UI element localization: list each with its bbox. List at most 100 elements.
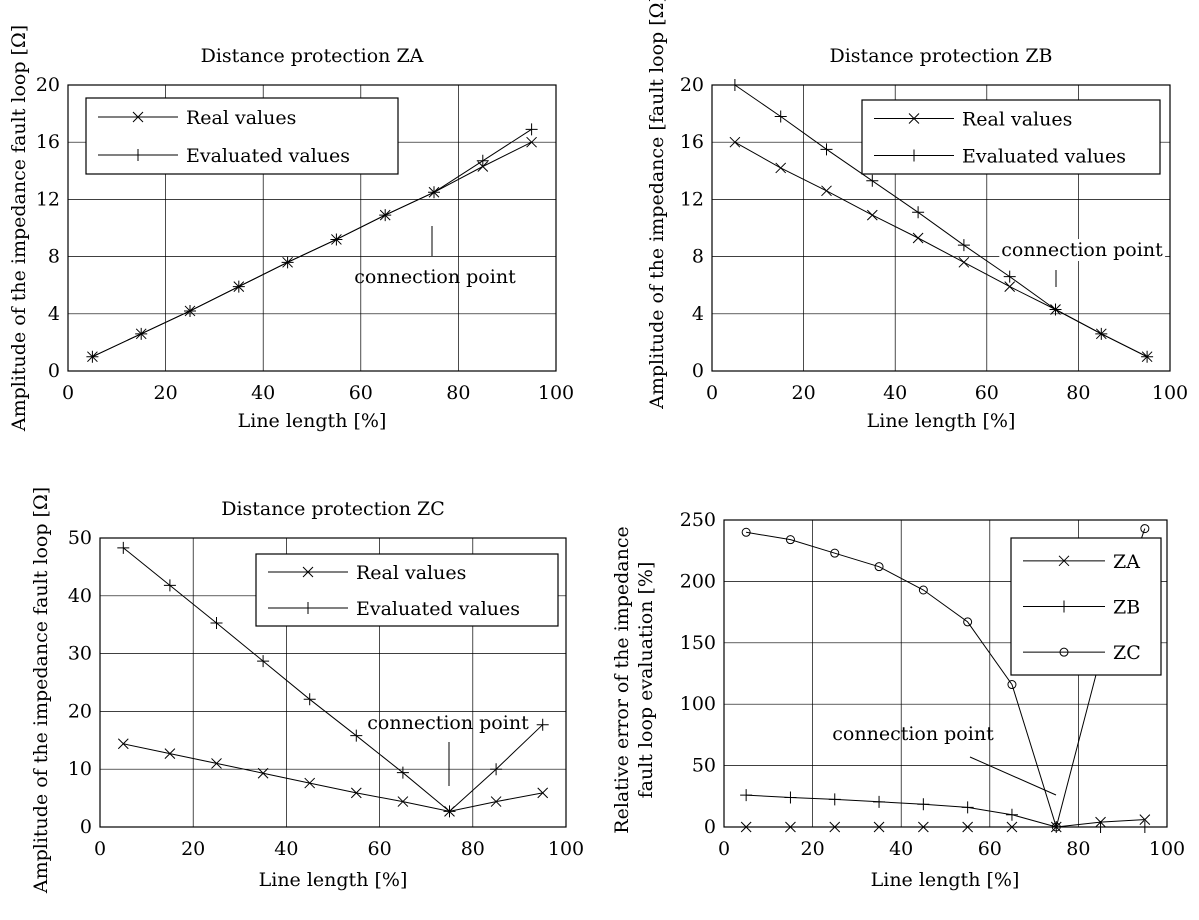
data-point [536,718,549,731]
data-point [785,535,795,545]
x-tick-label: 40 [251,382,275,404]
legend-marker [132,111,144,123]
x-tick-label: 80 [1066,838,1090,860]
data-point [828,793,841,806]
series-line [92,128,532,358]
data-point [350,787,362,799]
y-tick-label: 200 [680,570,716,592]
y-tick-label: 4 [48,303,60,325]
plot-frame [711,84,1171,372]
x-tick-label: 0 [94,838,106,860]
data-point [1094,821,1107,833]
legend: Real values Evaluated values [85,97,399,175]
legend-marker [302,602,314,614]
legend-label: Real values [962,109,1072,131]
data-point [1051,822,1061,832]
annotation-label: connection point [1001,239,1163,261]
legend-marker [1058,600,1070,613]
data-point [1049,303,1062,316]
x-axis-label: Line length [%] [871,869,1020,891]
x-tick-label: 100 [548,838,584,860]
legend-marker [1058,555,1070,567]
data-point [961,801,974,814]
chart-title: Distance protection ZC [221,498,445,520]
data-point [490,763,503,776]
data-point [184,304,196,317]
data-point [1003,270,1016,283]
annotation-label: connection point [367,712,529,734]
data-point [958,256,970,268]
legend-label: Evaluated values [356,598,520,620]
data-point [396,766,409,779]
legend-marker [1059,647,1069,657]
data-point [729,136,741,148]
x-tick-label: 80 [461,838,485,860]
plot-frame [67,84,557,372]
data-point [1139,814,1151,825]
y-tick-label: 8 [692,246,704,268]
series-real-values [117,738,549,817]
data-point [117,541,130,554]
data-point [525,123,538,136]
plot-frame [99,537,567,828]
annotation-background [999,239,1166,261]
series-evaluated-values [117,541,549,818]
legend: Real values Evaluated values [255,553,559,627]
data-point [740,789,753,802]
y-tick-label: 0 [692,360,704,382]
series-evaluated-values [86,123,538,363]
legend-marker [908,149,920,162]
y-tick-label: 8 [48,246,60,268]
y-tick-label: 20 [68,700,92,722]
x-tick-label: 60 [975,382,999,404]
x-tick-label: 100 [538,382,574,404]
series-line [123,743,543,812]
data-point [1005,808,1018,821]
y-tick-label: 0 [48,360,60,382]
data-point [164,748,176,759]
chart-panel-1: 0 20 40 60 80 100 0 4 8 12 16 20 Distance protection… [8,25,574,432]
y-tick-label: 16 [36,131,60,153]
y-axis-label: Amplitude of the impedance [fault loop [… [646,0,668,410]
data-point [211,758,222,769]
legend-label: Evaluated values [962,146,1126,168]
legend-label: ZA [1113,551,1140,573]
series-line [746,794,1145,828]
series-line [746,528,1146,829]
data-point [232,280,245,293]
data-point [957,239,970,252]
data-point [350,729,363,742]
y-tick-label: 12 [36,188,60,210]
legend-box [861,99,1161,175]
x-tick-label: 20 [181,838,205,860]
legend-label: Real values [186,107,296,129]
x-tick-label: 20 [801,838,825,860]
y-tick-label: 250 [680,509,716,531]
data-point [1004,281,1016,292]
y-tick-label: 100 [680,693,716,715]
data-point [821,185,832,197]
data-point [330,233,343,246]
data-point [257,767,269,779]
x-tick-label: 40 [889,838,913,860]
chart-panel-2: 0 20 40 60 80 100 0 4 8 12 16 20 Distance protection… [646,0,1188,432]
legend-label: ZC [1113,642,1141,664]
x-tick-label: 0 [706,382,718,404]
data-point [918,585,928,595]
x-axis-label: Line length [%] [867,410,1016,432]
x-tick-label: 60 [349,382,373,404]
y-tick-label: 20 [680,74,704,96]
legend-label: Evaluated values [186,145,350,167]
data-point [1007,680,1017,690]
data-point [740,821,752,833]
annotation-pointer [969,756,1057,796]
data-point [873,795,886,808]
y-tick-label: 0 [80,816,92,838]
data-point [728,79,741,91]
legend: Real values Evaluated values [861,99,1161,175]
chart-title: Distance protection ZB [830,45,1053,67]
data-point [866,174,879,187]
data-point [490,796,502,807]
series-line [746,819,1145,828]
data-point [874,562,884,572]
